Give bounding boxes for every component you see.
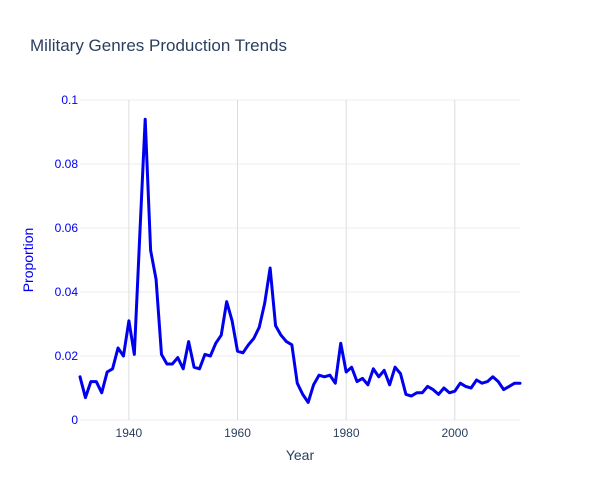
x-tick-label: 1980 — [333, 426, 360, 440]
x-tick-label: 2000 — [441, 426, 468, 440]
y-tick-label: 0.04 — [55, 285, 79, 299]
chart-title: Military Genres Production Trends — [30, 36, 287, 55]
y-tick-label: 0 — [71, 413, 78, 427]
x-axis-title: Year — [286, 447, 315, 463]
x-tick-labels: 1940 1960 1980 2000 — [116, 426, 469, 440]
x-gridlines — [128, 100, 456, 420]
x-tick-label: 1940 — [116, 426, 143, 440]
y-tick-label: 0.06 — [55, 221, 79, 235]
y-tick-labels: 0 0.02 0.04 0.06 0.08 0.1 — [55, 93, 79, 427]
y-axis-title: Proportion — [20, 228, 36, 293]
y-tick-label: 0.02 — [55, 349, 79, 363]
series-line — [78, 117, 522, 404]
y-tick-label: 0.08 — [55, 157, 79, 171]
y-gridlines — [80, 99, 520, 421]
x-tick-label: 1960 — [224, 426, 251, 440]
y-tick-label: 0.1 — [61, 93, 78, 107]
